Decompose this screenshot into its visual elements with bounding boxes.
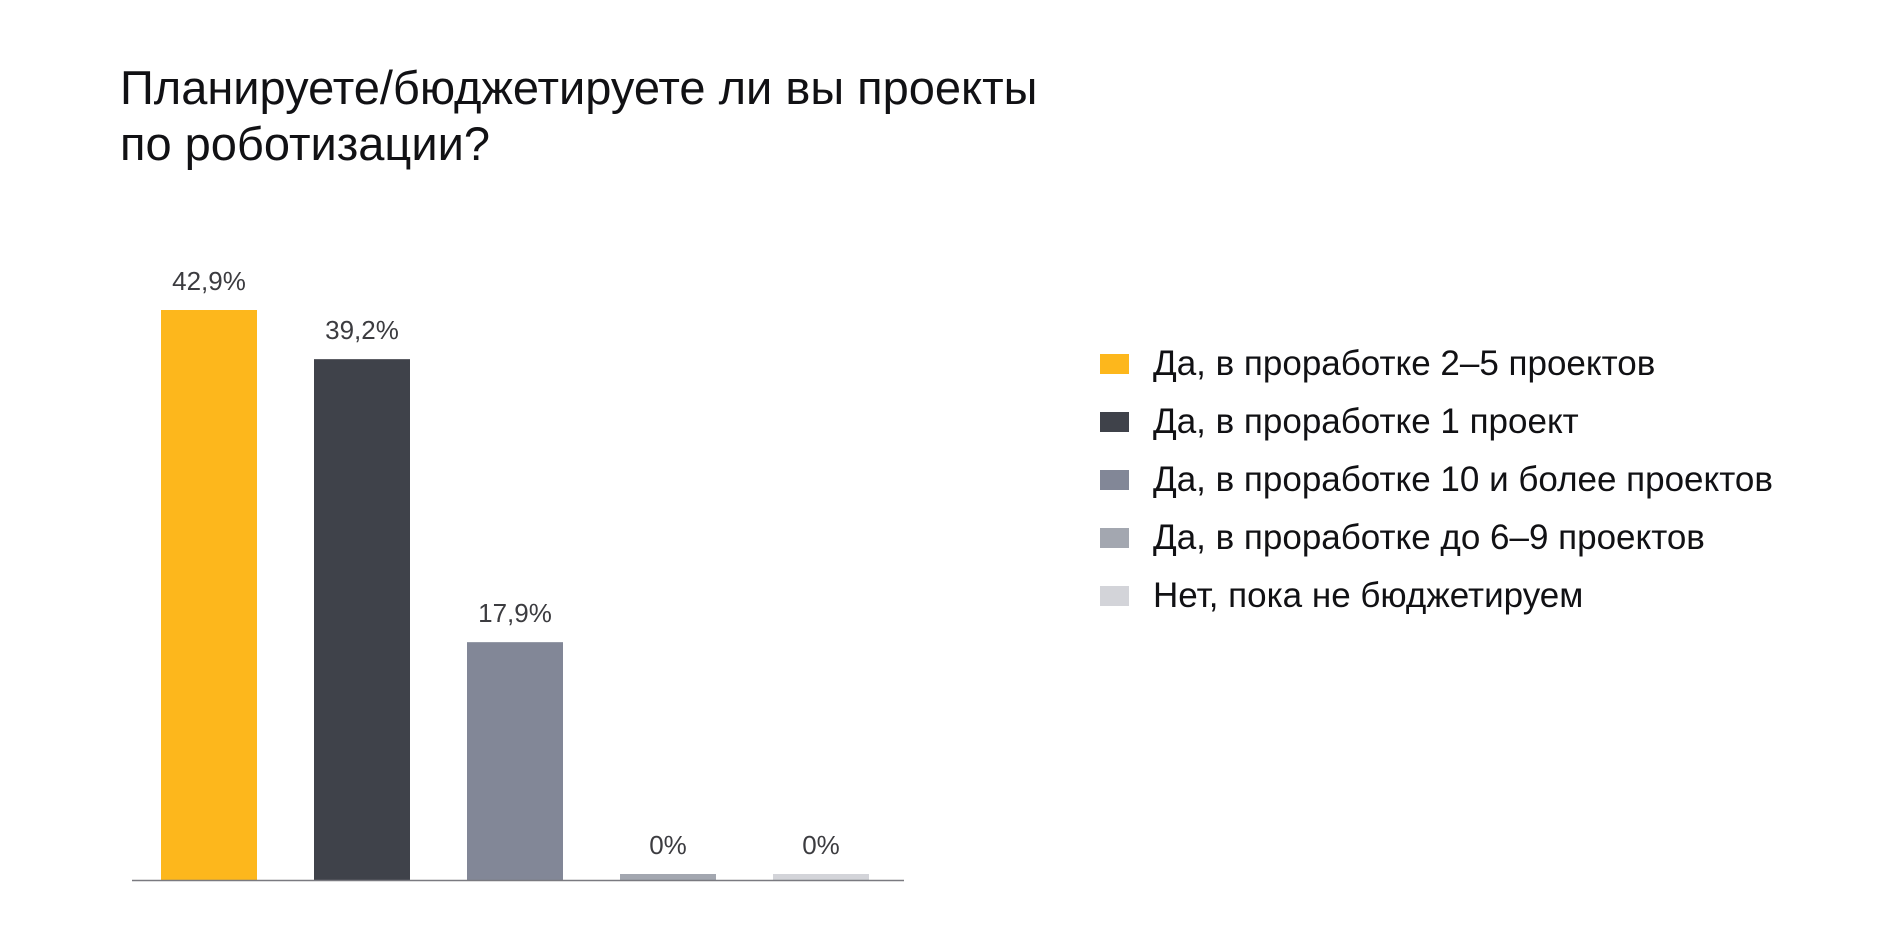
legend-item: Да, в проработке до 6–9 проектов <box>1100 509 1773 567</box>
bar-value-label: 42,9% <box>172 266 246 296</box>
bar <box>314 359 410 880</box>
legend-item: Нет, пока не бюджетируем <box>1100 567 1773 625</box>
legend-swatch <box>1100 586 1129 606</box>
bar <box>773 874 869 880</box>
legend-swatch <box>1100 354 1129 374</box>
chart-title-line-2: по роботизации? <box>120 117 490 170</box>
legend-item: Да, в проработке 2–5 проектов <box>1100 335 1773 393</box>
bar-value-label: 0% <box>802 830 840 860</box>
legend-label: Да, в проработке 1 проект <box>1153 402 1579 441</box>
chart-title: Планируете/бюджетируете ли вы проекты по… <box>120 60 1220 172</box>
legend-swatch <box>1100 470 1129 490</box>
legend-label: Нет, пока не бюджетируем <box>1153 576 1584 615</box>
bar <box>620 874 716 880</box>
legend-swatch <box>1100 528 1129 548</box>
legend-label: Да, в проработке 2–5 проектов <box>1153 344 1656 383</box>
bar <box>467 642 563 880</box>
legend-item: Да, в проработке 1 проект <box>1100 393 1773 451</box>
bar-chart: 42,9% 39,2% 17,9% 0% 0% <box>132 266 904 882</box>
legend-item: Да, в проработке 10 и более проектов <box>1100 451 1773 509</box>
bar-value-label: 39,2% <box>325 315 399 345</box>
bar-value-label: 0% <box>649 830 687 860</box>
legend-label: Да, в проработке до 6–9 проектов <box>1153 518 1705 557</box>
chart-title-line-1: Планируете/бюджетируете ли вы проекты <box>120 61 1038 114</box>
bar <box>161 310 257 880</box>
legend-label: Да, в проработке 10 и более проектов <box>1153 460 1773 499</box>
chart-legend: Да, в проработке 2–5 проектов Да, в прор… <box>1100 335 1773 625</box>
legend-swatch <box>1100 412 1129 432</box>
bar-value-label: 17,9% <box>478 598 552 628</box>
